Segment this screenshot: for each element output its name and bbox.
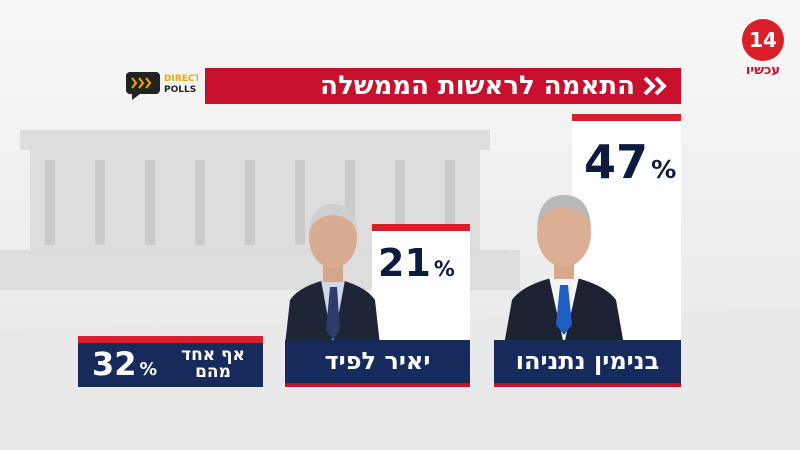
percent: 32 <box>92 345 137 383</box>
portrait <box>504 195 624 345</box>
value-panel-accent <box>78 336 263 343</box>
value-label: 47% <box>584 135 676 189</box>
value-label: 32% <box>92 345 157 383</box>
percent-unit: % <box>139 360 158 380</box>
pollster-line1: DIRECT <box>164 74 198 84</box>
option-name: יאיר לפיד <box>285 340 470 387</box>
portrait <box>285 204 380 345</box>
value-label: 21% <box>378 241 455 285</box>
logo-tail <box>132 94 140 100</box>
option-box: אף אחד מהם 32% <box>78 343 263 387</box>
value-panel: 21% <box>372 224 470 344</box>
title-chevrons <box>643 76 667 96</box>
percent-unit: % <box>433 257 455 281</box>
percent-unit: % <box>651 155 677 184</box>
channel-name: עכשיו <box>746 63 780 78</box>
pollster-line2: POLLS <box>164 85 196 95</box>
logo-circle <box>742 19 784 61</box>
title: התאמה לראשות הממשלה <box>320 71 635 101</box>
title-bar: התאמה לראשות הממשלה <box>205 68 681 104</box>
option-name: בנימין נתניהו <box>494 340 681 387</box>
channel-number: 14 <box>749 28 777 52</box>
percent: 21 <box>378 241 431 285</box>
option-name: אף אחד מהם <box>181 345 245 382</box>
pollster-logo: DIRECT POLLS <box>126 72 198 100</box>
channel-logo: 14 עכשיו <box>742 19 784 78</box>
percent: 47 <box>584 135 649 189</box>
